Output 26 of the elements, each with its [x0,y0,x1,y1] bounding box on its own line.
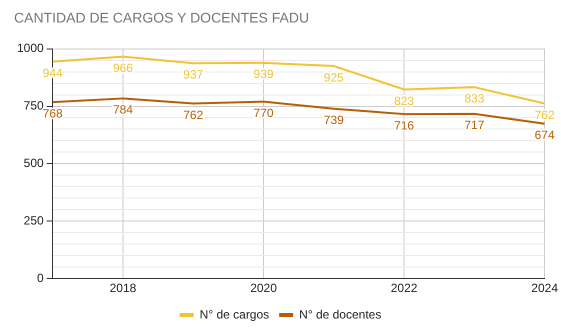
data-label: 674 [534,128,555,142]
y-tick-label: 500 [24,156,44,170]
data-label: 739 [324,113,344,128]
legend-label: N° de docentes [299,307,382,322]
data-label: 784 [112,102,134,117]
data-label: 717 [464,118,485,132]
data-label: 716 [394,118,414,132]
x-tick-label: 2018 [110,281,137,296]
chart-title: CANTIDAD DE CARGOS Y DOCENTES FADU [14,9,310,26]
y-tick-label: 1000 [16,41,44,56]
data-label: 762 [183,108,204,122]
data-label: 939 [254,67,274,82]
legend-label: N° de cargos [200,307,270,322]
y-tick-label: 0 [37,270,44,285]
data-label: 823 [394,94,414,108]
y-tick-label: 250 [24,213,44,228]
y-tick-label: 750 [24,98,44,113]
data-label: 762 [534,108,555,122]
data-label: 833 [464,91,485,106]
data-label: 966 [112,60,134,75]
data-label: 925 [324,70,344,84]
data-label: 770 [254,106,274,120]
x-tick-label: 2024 [531,281,558,296]
x-tick-label: 2022 [390,281,418,296]
x-tick-label: 2020 [250,281,278,296]
data-label: 937 [183,68,204,82]
